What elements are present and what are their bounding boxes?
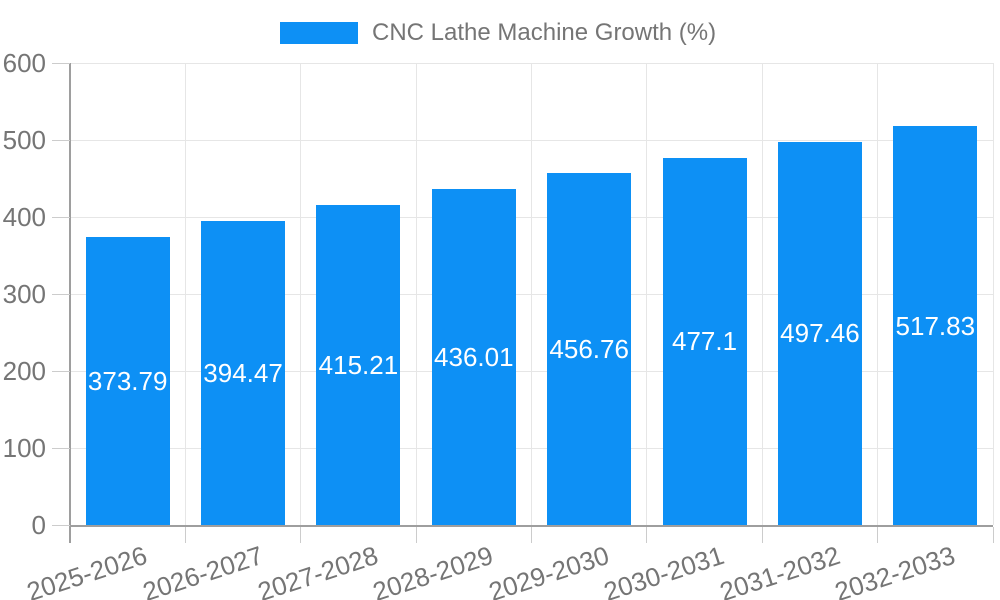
x-axis-label: 2031-2032 [715,540,844,600]
y-axis-label: 600 [2,48,46,78]
x-tick [415,527,417,543]
x-grid-line [531,63,532,525]
x-axis-label: 2028-2029 [369,540,498,600]
x-tick [992,527,994,543]
bar [547,173,632,525]
y-tick [52,216,70,218]
bar-value-label: 477.1 [672,326,738,357]
bar-value-label: 497.46 [780,318,860,349]
x-tick [646,527,648,543]
x-axis-label: 2027-2028 [254,540,382,600]
y-axis-label: 500 [2,125,46,155]
bar [777,141,862,525]
bar-value-label: 456.76 [549,334,629,365]
x-grid-line [184,63,186,525]
bar [431,189,516,525]
x-axis-label: 2029-2030 [484,540,613,600]
bar [316,205,401,525]
y-tick [52,370,70,372]
x-grid-line [300,63,302,525]
x-tick [300,527,302,543]
y-axis-label: 300 [2,279,46,309]
x-grid-line [646,63,648,525]
x-axis-label: 2032-2033 [831,540,959,600]
bar-value-label: 373.79 [87,366,168,397]
chart-legend: CNC Lathe Machine Growth (%) [280,19,716,47]
bar [662,157,747,525]
x-axis-label: 2030-2031 [600,540,728,600]
x-grid-line [877,63,879,525]
bar-value-label: 415.21 [318,350,399,381]
x-tick [761,527,763,543]
y-axis-label: 200 [2,356,46,386]
y-tick [52,139,70,141]
y-tick [52,293,70,295]
bar [201,221,286,525]
bar-value-label: 394.47 [203,358,283,389]
x-grid-line [992,63,994,525]
legend-label: CNC Lathe Machine Growth (%) [372,19,717,46]
x-tick [877,527,879,543]
x-grid-line [415,63,417,525]
x-tick [184,527,186,543]
bar [893,126,978,525]
x-axis-label: 2026-2027 [138,540,267,600]
x-axis-label: 2025-2026 [23,540,151,600]
y-tick [52,524,70,526]
bar [85,237,170,525]
bar-value-label: 436.01 [434,342,514,373]
x-grid-line [761,63,763,525]
y-axis-label: 100 [2,433,46,463]
y-tick [52,62,70,64]
y-axis-line [69,63,71,527]
x-tick [531,527,532,543]
x-tick [69,527,71,543]
y-axis-label: 0 [31,510,46,540]
y-tick [52,447,70,449]
legend-swatch [280,22,358,44]
bar-value-label: 517.83 [895,310,976,341]
x-axis-line [70,525,993,527]
y-axis-label: 400 [2,202,46,232]
